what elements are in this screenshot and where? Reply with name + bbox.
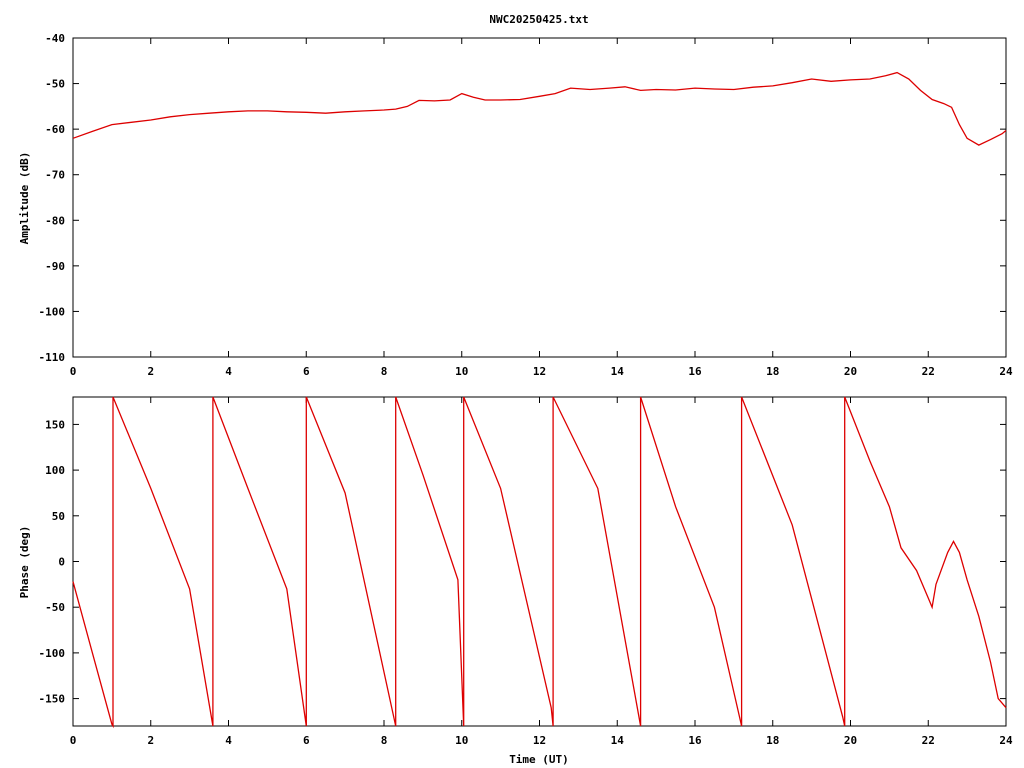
amplitude-y-tick-label: -80 xyxy=(45,214,65,227)
phase-y-tick-label: -150 xyxy=(39,693,66,706)
amplitude-x-tick-label: 4 xyxy=(225,365,232,378)
phase-x-tick-label: 18 xyxy=(766,734,779,747)
amplitude-x-tick-label: 8 xyxy=(381,365,388,378)
phase-axes: 0 2 4 6 8 10 12 14 16 18 20 22 24150100500-50-100-15… xyxy=(39,397,1013,747)
phase-x-tick-label: 22 xyxy=(922,734,935,747)
amplitude-y-tick-label: -90 xyxy=(45,260,65,273)
phase-x-tick-label: 4 xyxy=(225,734,232,747)
phase-x-tick-label: 6 xyxy=(303,734,310,747)
phase-y-tick-label: -50 xyxy=(45,601,65,614)
phase-y-axis-label: Phase (deg) xyxy=(18,526,31,599)
amplitude-panel: 0 2 4 6 8 10 12 14 16 18 20 22 24-40-50-60-70-80-90-… xyxy=(18,32,1013,378)
amplitude-series-line xyxy=(72,71,1007,146)
amplitude-x-tick-label: 0 xyxy=(70,365,77,378)
amplitude-plot-frame xyxy=(72,37,1007,358)
amplitude-x-tick-label: 10 xyxy=(455,365,468,378)
phase-x-tick-label: 2 xyxy=(147,734,154,747)
phase-y-tick-label: 0 xyxy=(58,556,65,569)
phase-x-tick-label: 8 xyxy=(381,734,388,747)
chart-title: NWC20250425.txt xyxy=(489,13,588,26)
amplitude-x-tick-label: 22 xyxy=(922,365,935,378)
phase-x-tick-label: 0 xyxy=(70,734,77,747)
phase-x-tick-label: 14 xyxy=(611,734,625,747)
amplitude-y-tick-label: -70 xyxy=(45,169,65,182)
amplitude-x-tick-label: 24 xyxy=(999,365,1013,378)
amplitude-x-tick-label: 12 xyxy=(533,365,546,378)
phase-x-tick-label: 12 xyxy=(533,734,546,747)
amplitude-x-tick-label: 16 xyxy=(688,365,702,378)
phase-y-tick-label: -100 xyxy=(39,647,66,660)
amplitude-axes: 0 2 4 6 8 10 12 14 16 18 20 22 24-40-50-60-70-80-90-… xyxy=(39,32,1013,378)
phase-x-tick-label: 10 xyxy=(455,734,468,747)
amplitude-y-tick-label: -100 xyxy=(39,305,66,318)
amplitude-x-tick-label: 18 xyxy=(766,365,779,378)
amplitude-y-axis-label: Amplitude (dB) xyxy=(18,152,31,245)
phase-series-line xyxy=(72,396,1007,729)
phase-y-tick-label: 50 xyxy=(52,510,65,523)
amplitude-x-tick-label: 2 xyxy=(147,365,154,378)
amplitude-x-tick-label: 20 xyxy=(844,365,857,378)
phase-x-axis-label: Time (UT) xyxy=(509,753,569,766)
phase-y-tick-label: 100 xyxy=(45,464,65,477)
phase-x-tick-label: 16 xyxy=(688,734,702,747)
phase-panel: 0 2 4 6 8 10 12 14 16 18 20 22 24150100500-50-100-15… xyxy=(18,396,1013,766)
amplitude-y-tick-label: -40 xyxy=(45,32,65,45)
phase-x-tick-label: 20 xyxy=(844,734,857,747)
phase-y-tick-label: 150 xyxy=(45,418,65,431)
amplitude-y-tick-label: -50 xyxy=(45,78,65,91)
amplitude-x-tick-label: 6 xyxy=(303,365,310,378)
amplitude-x-tick-label: 14 xyxy=(611,365,625,378)
amplitude-y-tick-label: -110 xyxy=(39,351,66,364)
phase-x-tick-label: 24 xyxy=(999,734,1013,747)
amplitude-y-tick-label: -60 xyxy=(45,123,65,136)
